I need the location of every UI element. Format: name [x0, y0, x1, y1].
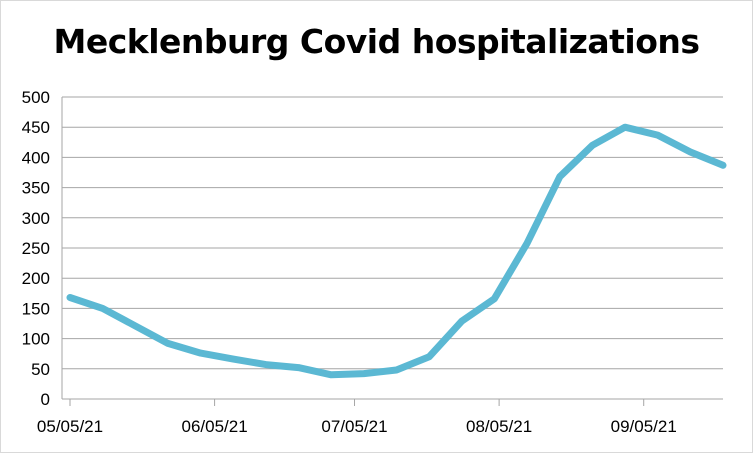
x-tick-label: 06/05/21 — [181, 417, 247, 436]
x-tick-label: 09/05/21 — [611, 417, 677, 436]
y-tick-label: 250 — [22, 239, 50, 258]
y-axis-ticks: 0 50 100 150 200 250 300 350 400 450 500 — [22, 88, 50, 409]
series-line — [66, 123, 727, 379]
y-tick-label: 50 — [31, 360, 50, 379]
y-tick-label: 200 — [22, 269, 50, 288]
y-tick-label: 450 — [22, 118, 50, 137]
x-tick-label: 07/05/21 — [321, 417, 387, 436]
x-tick-label: 05/05/21 — [37, 417, 103, 436]
y-tick-label: 500 — [22, 88, 50, 107]
x-tick-label: 08/05/21 — [466, 417, 532, 436]
y-tick-label: 350 — [22, 179, 50, 198]
y-tick-label: 150 — [22, 299, 50, 318]
x-axis-ticks: 05/05/21 06/05/21 07/05/21 08/05/21 09/05/21 — [37, 399, 677, 436]
y-tick-label: 400 — [22, 148, 50, 167]
y-tick-label: 100 — [22, 330, 50, 349]
y-tick-label: 0 — [41, 390, 50, 409]
y-tick-label: 300 — [22, 209, 50, 228]
series-group — [66, 123, 727, 379]
gridlines — [61, 96, 723, 400]
chart-title: Mecklenburg Covid hospitalizations — [53, 22, 700, 61]
